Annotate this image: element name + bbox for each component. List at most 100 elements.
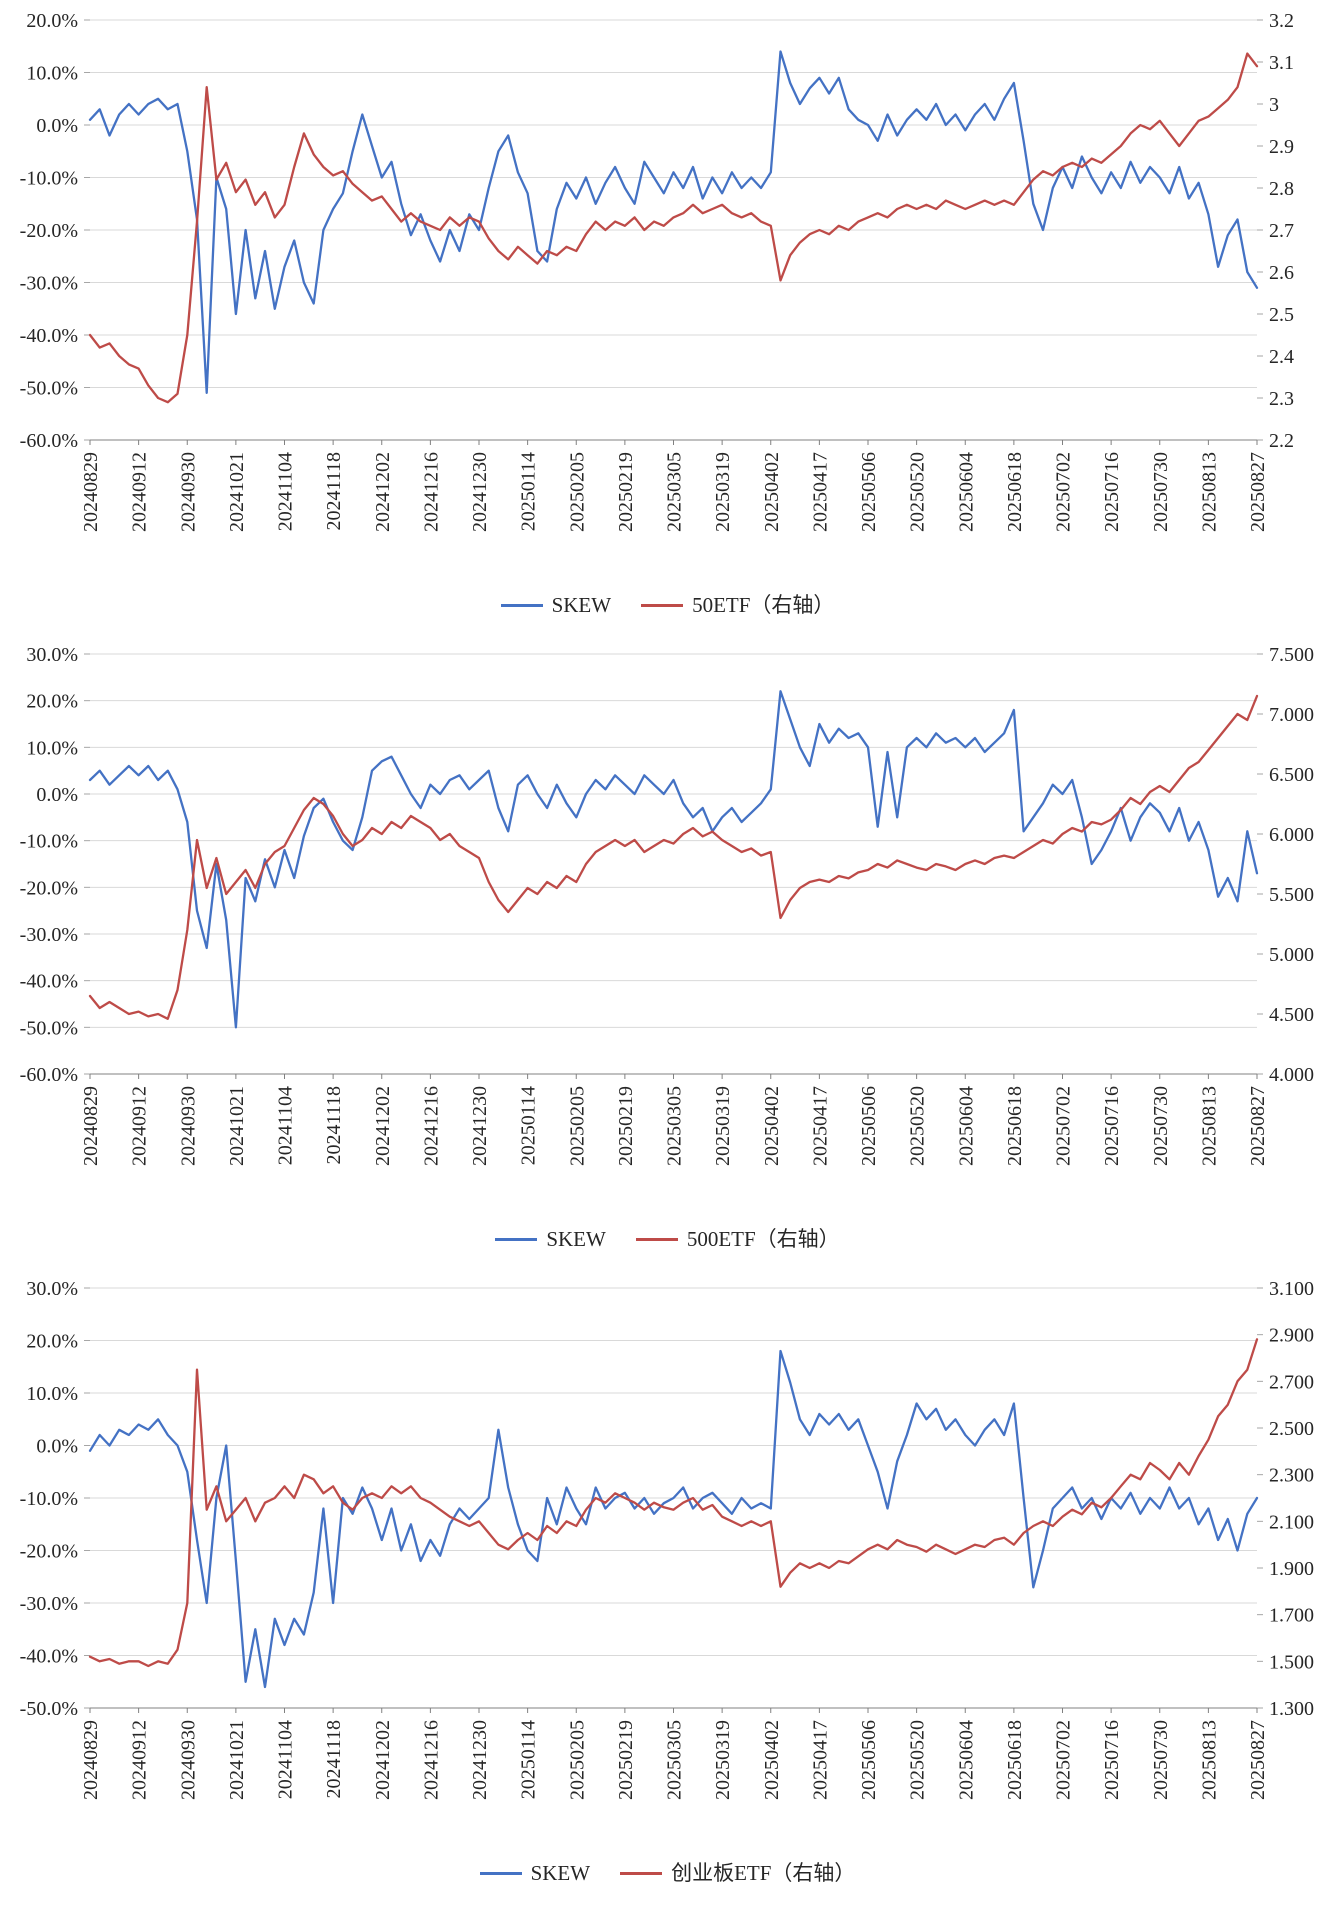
- right-axis-label: 2.2: [1269, 430, 1294, 452]
- x-tick-label: 20250604: [955, 452, 977, 532]
- x-tick-label: 20250305: [664, 1720, 686, 1800]
- right-axis-label: 2.500: [1269, 1418, 1314, 1440]
- x-tick-label: 20250730: [1150, 1086, 1172, 1166]
- skew-line: [88, 50, 1259, 394]
- x-tick-label: 20241202: [372, 1720, 394, 1800]
- right-axis-label: 1.700: [1269, 1605, 1314, 1627]
- left-axis-label: -10.0%: [20, 831, 78, 853]
- x-tick-label: 20250730: [1150, 452, 1172, 532]
- x-tick-label: 20240930: [177, 1720, 199, 1800]
- legend-label: 500ETF（右轴）: [686, 1227, 840, 1251]
- skew-line: [88, 1349, 1259, 1689]
- x-tick-label: 20250506: [858, 1720, 880, 1800]
- legend-line-swatch: [500, 604, 543, 607]
- right-axis-label: 2.900: [1269, 1325, 1314, 1347]
- x-tick-label: 20250219: [615, 452, 637, 532]
- x-tick-label: 20241021: [226, 1720, 248, 1800]
- left-axis-label: 20.0%: [26, 10, 78, 32]
- legend-line-swatch: [635, 1238, 678, 1241]
- right-axis-label: 6.000: [1269, 824, 1314, 846]
- x-tick-label: 20250520: [907, 1086, 929, 1166]
- chart-skew-vs-50etf: 20.0% 10.0% 0.0% -10.0% -20.0% -30.0% -40.0% -5…: [0, 4, 1335, 638]
- x-tick-label: 20250618: [1004, 1086, 1026, 1166]
- right-axis-label: 3: [1269, 94, 1279, 116]
- x-tick-label: 20250305: [664, 452, 686, 532]
- x-tick-label: 20241202: [372, 1086, 394, 1166]
- left-axis-label: 20.0%: [26, 691, 78, 713]
- legend-item-skew: SKEW: [495, 1229, 606, 1250]
- x-tick-label: 20241230: [469, 1086, 491, 1166]
- right-axis-label: 2.7: [1269, 220, 1294, 242]
- left-axis-label: -50.0%: [20, 378, 78, 400]
- right-axis-label: 5.000: [1269, 944, 1314, 966]
- x-tick-label: 20241202: [372, 452, 394, 532]
- left-axis-label: 10.0%: [26, 1383, 78, 1405]
- x-tick-label: 20241104: [275, 452, 297, 531]
- x-tick-label: 20240912: [129, 452, 151, 532]
- etf-line: [88, 52, 1259, 404]
- legend-item-skew: SKEW: [479, 1863, 590, 1884]
- x-tick-label: 20250520: [907, 452, 929, 532]
- x-tick-label: 20250114: [518, 1720, 540, 1799]
- x-tick-label: 20250205: [566, 1720, 588, 1800]
- x-tick-label: 20240930: [177, 1086, 199, 1166]
- right-axis-label: 1.500: [1269, 1651, 1314, 1673]
- left-axis-label: -20.0%: [20, 877, 78, 899]
- x-tick-label: 20250827: [1247, 1720, 1269, 1800]
- x-tick-label: 20250114: [518, 452, 540, 531]
- x-tick-label: 20241216: [420, 452, 442, 532]
- chart-skew-vs-500etf: 30.0% 20.0% 10.0% 0.0% -10.0% -20.0% -30.0% -40…: [0, 638, 1335, 1272]
- right-axis-label: 5.500: [1269, 884, 1314, 906]
- right-axis-label: 2.100: [1269, 1511, 1314, 1533]
- etf-line: [88, 1338, 1259, 1668]
- left-axis-label: 0.0%: [36, 784, 78, 806]
- left-axis-label: 10.0%: [26, 737, 78, 759]
- x-tick-label: 20241104: [275, 1720, 297, 1799]
- x-tick-label: 20250402: [761, 452, 783, 532]
- legend-label: 50ETF（右轴）: [692, 593, 835, 617]
- legend: SKEW 创业板ETF（右轴）: [0, 1857, 1335, 1901]
- x-tick-label: 20250219: [615, 1720, 637, 1800]
- left-axis-label: -60.0%: [20, 430, 78, 452]
- legend-label: SKEW: [551, 593, 612, 617]
- x-tick-label: 20250702: [1053, 1720, 1075, 1800]
- right-axis-label: 2.8: [1269, 178, 1294, 200]
- x-tick-label: 20250319: [712, 1086, 734, 1166]
- legend-item-etf: 创业板ETF（右轴）: [620, 1863, 855, 1884]
- right-axis-label: 2.4: [1269, 346, 1294, 368]
- left-axis-label: -50.0%: [20, 1698, 78, 1720]
- x-tick-label: 20241216: [420, 1720, 442, 1800]
- x-tick-label: 20250813: [1198, 1720, 1220, 1800]
- x-tick-label: 20240829: [80, 1086, 102, 1166]
- x-tick-label: 20240829: [80, 452, 102, 532]
- right-axis-label: 7.500: [1269, 644, 1314, 666]
- left-axis-label: -30.0%: [20, 273, 78, 295]
- legend-item-skew: SKEW: [500, 593, 612, 617]
- legend-line-swatch: [495, 1238, 538, 1241]
- x-tick-label: 20250402: [761, 1086, 783, 1166]
- legend-line-swatch: [479, 1872, 522, 1875]
- left-axis-label: 0.0%: [36, 1436, 78, 1458]
- left-axis-label: -40.0%: [20, 971, 78, 993]
- x-tick-label: 20250417: [809, 1086, 831, 1166]
- x-tick-label: 20241104: [275, 1086, 297, 1165]
- legend: SKEW 50ETF（右轴）: [0, 589, 1335, 633]
- x-tick-label: 20250319: [712, 1720, 734, 1800]
- x-tick-label: 20250716: [1101, 452, 1123, 532]
- x-tick-label: 20250520: [907, 1720, 929, 1800]
- x-tick-label: 20250205: [566, 452, 588, 532]
- legend-label: 创业板ETF（右轴）: [671, 1861, 856, 1885]
- skew-line: [88, 690, 1259, 1029]
- etf-line: [88, 694, 1259, 1020]
- x-tick-label: 20241216: [420, 1086, 442, 1166]
- x-tick-label: 20250402: [761, 1720, 783, 1800]
- legend-label: SKEW: [546, 1227, 606, 1251]
- x-tick-label: 20250813: [1198, 1086, 1220, 1166]
- left-axis-label: -40.0%: [20, 325, 78, 347]
- x-tick-label: 20250506: [858, 452, 880, 532]
- legend: SKEW 500ETF（右轴）: [0, 1223, 1335, 1267]
- x-tick-label: 20241021: [226, 1086, 248, 1166]
- right-axis-label: 1.900: [1269, 1558, 1314, 1580]
- right-axis-label: 3.1: [1269, 52, 1294, 74]
- legend-item-etf: 500ETF（右轴）: [635, 1227, 840, 1251]
